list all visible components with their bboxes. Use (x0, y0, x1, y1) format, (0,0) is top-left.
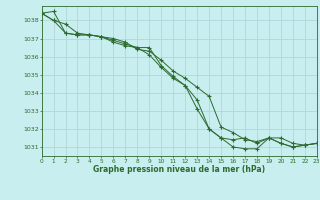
X-axis label: Graphe pression niveau de la mer (hPa): Graphe pression niveau de la mer (hPa) (93, 165, 265, 174)
